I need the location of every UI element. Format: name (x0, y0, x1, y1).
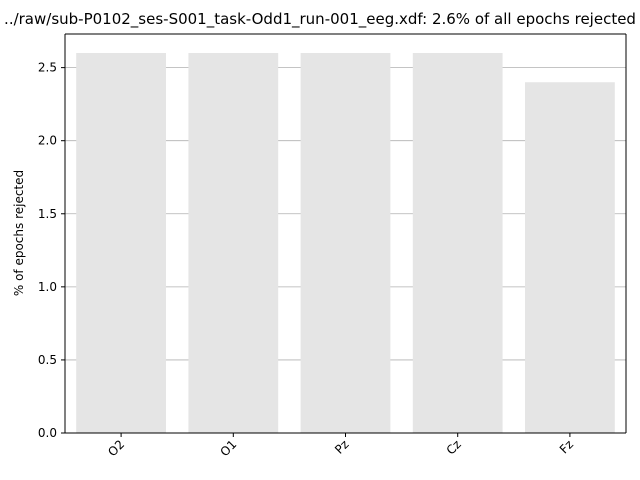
bar-fz (525, 82, 615, 433)
x-tick-label: Pz (332, 437, 351, 456)
x-tick-label: O2 (105, 437, 127, 459)
bar-cz (412, 53, 503, 433)
x-tick-label: O1 (217, 437, 239, 459)
y-axis-label: % of epochs rejected (12, 170, 26, 296)
y-tick-label: 2.0 (38, 134, 57, 148)
y-tick-label: 0.5 (38, 353, 57, 367)
y-ticks: 0.0 0.5 1.0 1.5 2.0 2.5 (38, 61, 65, 440)
chart-title: ../raw/sub-P0102_ses-S001_task-Odd1_run-… (4, 10, 636, 29)
y-tick-label: 0.0 (38, 426, 57, 440)
y-tick-label: 1.5 (38, 207, 57, 221)
y-tick-label: 2.5 (38, 61, 57, 75)
y-tick-label: 1.0 (38, 280, 57, 294)
bar-o2 (76, 53, 166, 433)
bar-pz (300, 53, 391, 433)
x-tick-label: Cz (444, 437, 464, 457)
x-ticks: O2 O1 Pz Cz Fz (105, 433, 576, 459)
bars (76, 53, 615, 433)
x-tick-label: Fz (557, 437, 576, 456)
bar-o1 (188, 53, 279, 433)
